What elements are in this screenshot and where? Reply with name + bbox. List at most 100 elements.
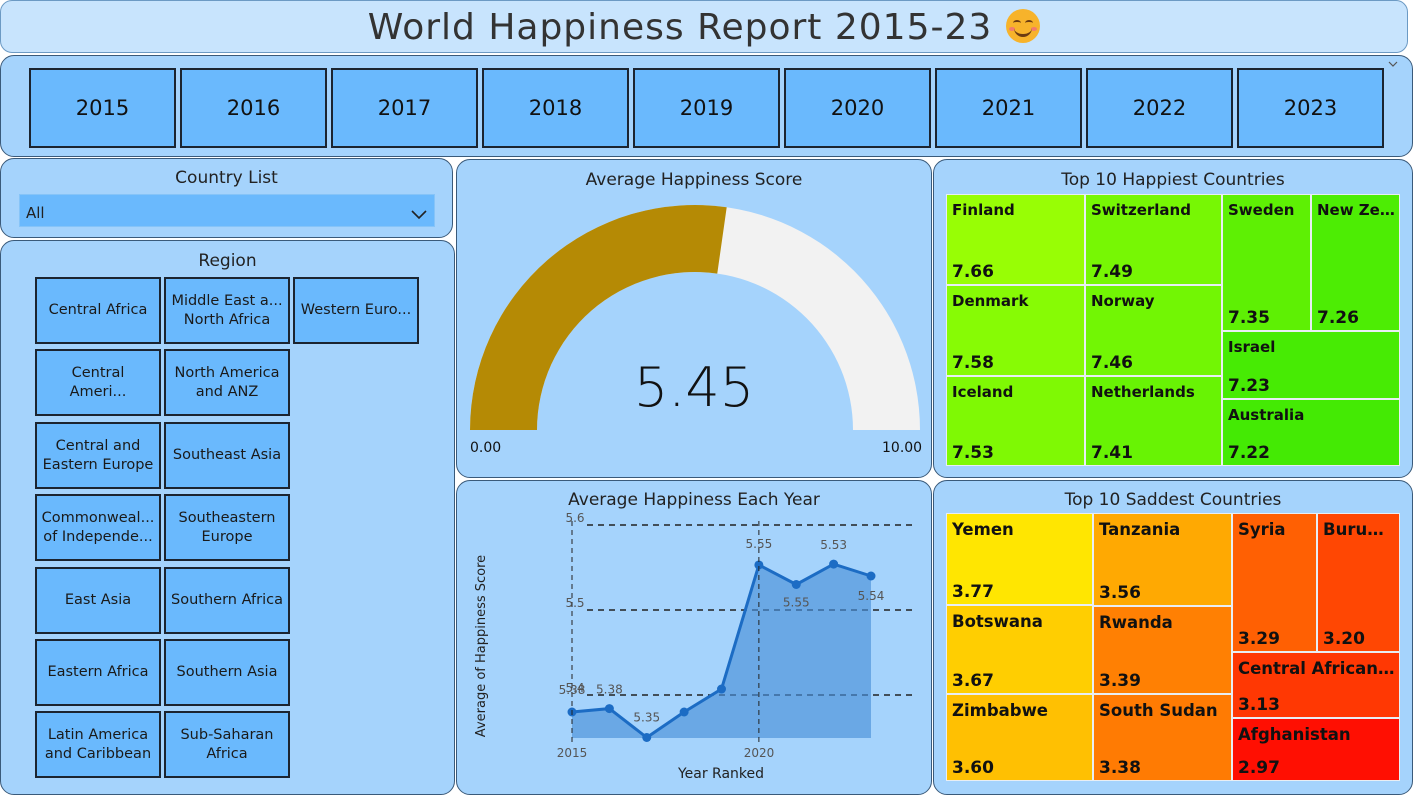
- region-label: Western Euro...: [300, 302, 412, 318]
- tile-value: 3.67: [952, 671, 994, 691]
- data-point-2021[interactable]: [791, 580, 801, 589]
- region-commonwealth-independent-states[interactable]: Commonweal... of Independe...: [35, 494, 161, 561]
- treemap-tile-yemen[interactable]: Yemen 3.77: [946, 513, 1093, 605]
- treemap-tile-central-african-republic[interactable]: Central African ... 3.13: [1232, 652, 1400, 718]
- data-point-2019[interactable]: [717, 684, 726, 694]
- treemap-tile-netherlands[interactable]: Netherlands 7.41: [1085, 376, 1222, 466]
- treemap-tile-new-zealand[interactable]: New Zeal... 7.26: [1311, 194, 1400, 331]
- gauge-min-label: 0.00: [470, 440, 502, 456]
- tile-name: Australia: [1228, 406, 1305, 424]
- data-points: [567, 559, 876, 742]
- gauge-title: Average Happiness Score: [585, 170, 803, 190]
- region-east-asia[interactable]: East Asia: [35, 567, 161, 634]
- country-dropdown-value: All: [26, 204, 45, 222]
- tile-name: Sweden: [1228, 201, 1295, 219]
- tile-name: Afghanistan: [1238, 725, 1351, 744]
- tile-name: Norway: [1091, 292, 1155, 310]
- line-chart-panel: Average Happiness Each Year 5.6 5.5 5.4 …: [456, 480, 932, 795]
- treemap-tile-sweden[interactable]: Sweden 7.35: [1222, 194, 1311, 331]
- tile-name: Yemen: [952, 520, 1014, 539]
- data-label-2023: 5.54: [858, 589, 885, 603]
- treemap-tile-tanzania[interactable]: Tanzania 3.56: [1093, 513, 1232, 606]
- y-tick-5.6: 5.6: [565, 511, 584, 525]
- gauge-panel: Average Happiness Score 5.45 0.00 10.00: [456, 159, 932, 478]
- tile-value: 7.58: [952, 353, 994, 373]
- data-point-2018[interactable]: [679, 707, 689, 717]
- tile-name: Botswana: [952, 612, 1043, 631]
- region-label: Central and Eastern Europe: [42, 437, 154, 473]
- treemap-tile-israel[interactable]: Israel 7.23: [1222, 331, 1400, 399]
- region-central-eastern-europe[interactable]: Central and Eastern Europe: [35, 422, 161, 489]
- treemap-tile-iceland[interactable]: Iceland 7.53: [946, 376, 1085, 466]
- treemap-tile-australia[interactable]: Australia 7.22: [1222, 399, 1400, 466]
- year-label: 2020: [830, 96, 885, 120]
- treemap-tile-south-sudan[interactable]: South Sudan 3.38: [1093, 694, 1232, 781]
- happiest-title: Top 10 Happiest Countries: [1061, 170, 1285, 190]
- region-label: Southeastern Europe: [178, 509, 276, 545]
- year-label: 2015: [75, 96, 130, 120]
- region-label: North America and ANZ: [174, 364, 280, 400]
- treemap-tile-botswana[interactable]: Botswana 3.67: [946, 605, 1093, 694]
- region-western-europe[interactable]: Western Euro...: [293, 277, 419, 344]
- title-bar: World Happiness Report 2015-23: [0, 0, 1408, 53]
- tile-name: Finland: [952, 201, 1015, 219]
- region-sub-saharan-africa[interactable]: Sub-Saharan Africa: [164, 711, 290, 778]
- tile-value: 3.20: [1323, 629, 1365, 649]
- tile-value: 3.29: [1238, 629, 1280, 649]
- tile-value: 7.49: [1091, 262, 1133, 282]
- region-central-america[interactable]: Central Ameri...: [35, 349, 161, 416]
- region-southern-asia[interactable]: Southern Asia: [164, 639, 290, 706]
- year-button-2019[interactable]: 2019: [633, 68, 780, 148]
- y-tick-5.4: 5.4: [565, 681, 584, 695]
- treemap-tile-norway[interactable]: Norway 7.46: [1085, 285, 1222, 376]
- region-label: Southern Asia: [176, 664, 278, 680]
- region-southern-africa[interactable]: Southern Africa: [164, 567, 290, 634]
- country-dropdown[interactable]: All: [19, 194, 435, 227]
- treemap-tile-switzerland[interactable]: Switzerland 7.49: [1085, 194, 1222, 285]
- region-middle-east-north-africa[interactable]: Middle East a... North Africa: [164, 277, 290, 344]
- year-button-2016[interactable]: 2016: [180, 68, 327, 148]
- treemap-tile-afghanistan[interactable]: Afghanistan 2.97: [1232, 718, 1400, 781]
- saddest-title: Top 10 Saddest Countries: [1064, 490, 1282, 510]
- data-point-2017[interactable]: [642, 733, 652, 742]
- data-point-2016[interactable]: [604, 704, 614, 714]
- treemap-tile-denmark[interactable]: Denmark 7.58: [946, 285, 1085, 376]
- data-label-2020: 5.55: [746, 537, 773, 551]
- gauge-value: 5.45: [633, 356, 755, 419]
- treemap-tile-finland[interactable]: Finland 7.66: [946, 194, 1085, 285]
- region-southeastern-europe[interactable]: Southeastern Europe: [164, 494, 290, 561]
- x-tick-2020: 2020: [744, 746, 775, 760]
- chevron-down-icon[interactable]: [1388, 53, 1398, 67]
- tile-name: South Sudan: [1099, 701, 1218, 720]
- tile-name: Zimbabwe: [952, 701, 1049, 720]
- treemap-tile-burundi[interactable]: Burundi 3.20: [1317, 513, 1400, 652]
- year-button-2017[interactable]: 2017: [331, 68, 478, 148]
- year-button-2020[interactable]: 2020: [784, 68, 931, 148]
- region-north-america-anz[interactable]: North America and ANZ: [164, 349, 290, 416]
- region-label: Sub-Saharan Africa: [180, 726, 274, 762]
- region-label: Commonweal... of Independe...: [41, 509, 155, 545]
- year-button-2018[interactable]: 2018: [482, 68, 629, 148]
- x-axis-label: Year Ranked: [677, 766, 764, 782]
- region-latin-america-caribbean[interactable]: Latin America and Caribbean: [35, 711, 161, 778]
- year-button-2021[interactable]: 2021: [935, 68, 1082, 148]
- treemap-tile-rwanda[interactable]: Rwanda 3.39: [1093, 606, 1232, 694]
- year-button-2022[interactable]: 2022: [1086, 68, 1233, 148]
- tile-value: 3.39: [1099, 671, 1141, 691]
- area-fill: [572, 564, 871, 738]
- year-button-2015[interactable]: 2015: [29, 68, 176, 148]
- tile-name: Iceland: [952, 383, 1014, 401]
- data-labels: 5.38 5.38 5.35 5.55 5.55 5.53 5.54: [559, 537, 885, 725]
- treemap-tile-zimbabwe[interactable]: Zimbabwe 3.60: [946, 694, 1093, 781]
- country-list-title: Country List: [175, 168, 278, 188]
- region-southeast-asia[interactable]: Southeast Asia: [164, 422, 290, 489]
- region-central-africa[interactable]: Central Africa: [35, 277, 161, 344]
- data-point-2020[interactable]: [754, 560, 764, 570]
- region-eastern-africa[interactable]: Eastern Africa: [35, 639, 161, 706]
- gauge-chart: [470, 205, 920, 430]
- tile-value: 7.66: [952, 262, 994, 282]
- data-point-2023[interactable]: [866, 571, 876, 581]
- treemap-tile-syria[interactable]: Syria 3.29: [1232, 513, 1317, 652]
- data-point-2022[interactable]: [829, 559, 839, 569]
- year-button-2023[interactable]: 2023: [1237, 68, 1384, 148]
